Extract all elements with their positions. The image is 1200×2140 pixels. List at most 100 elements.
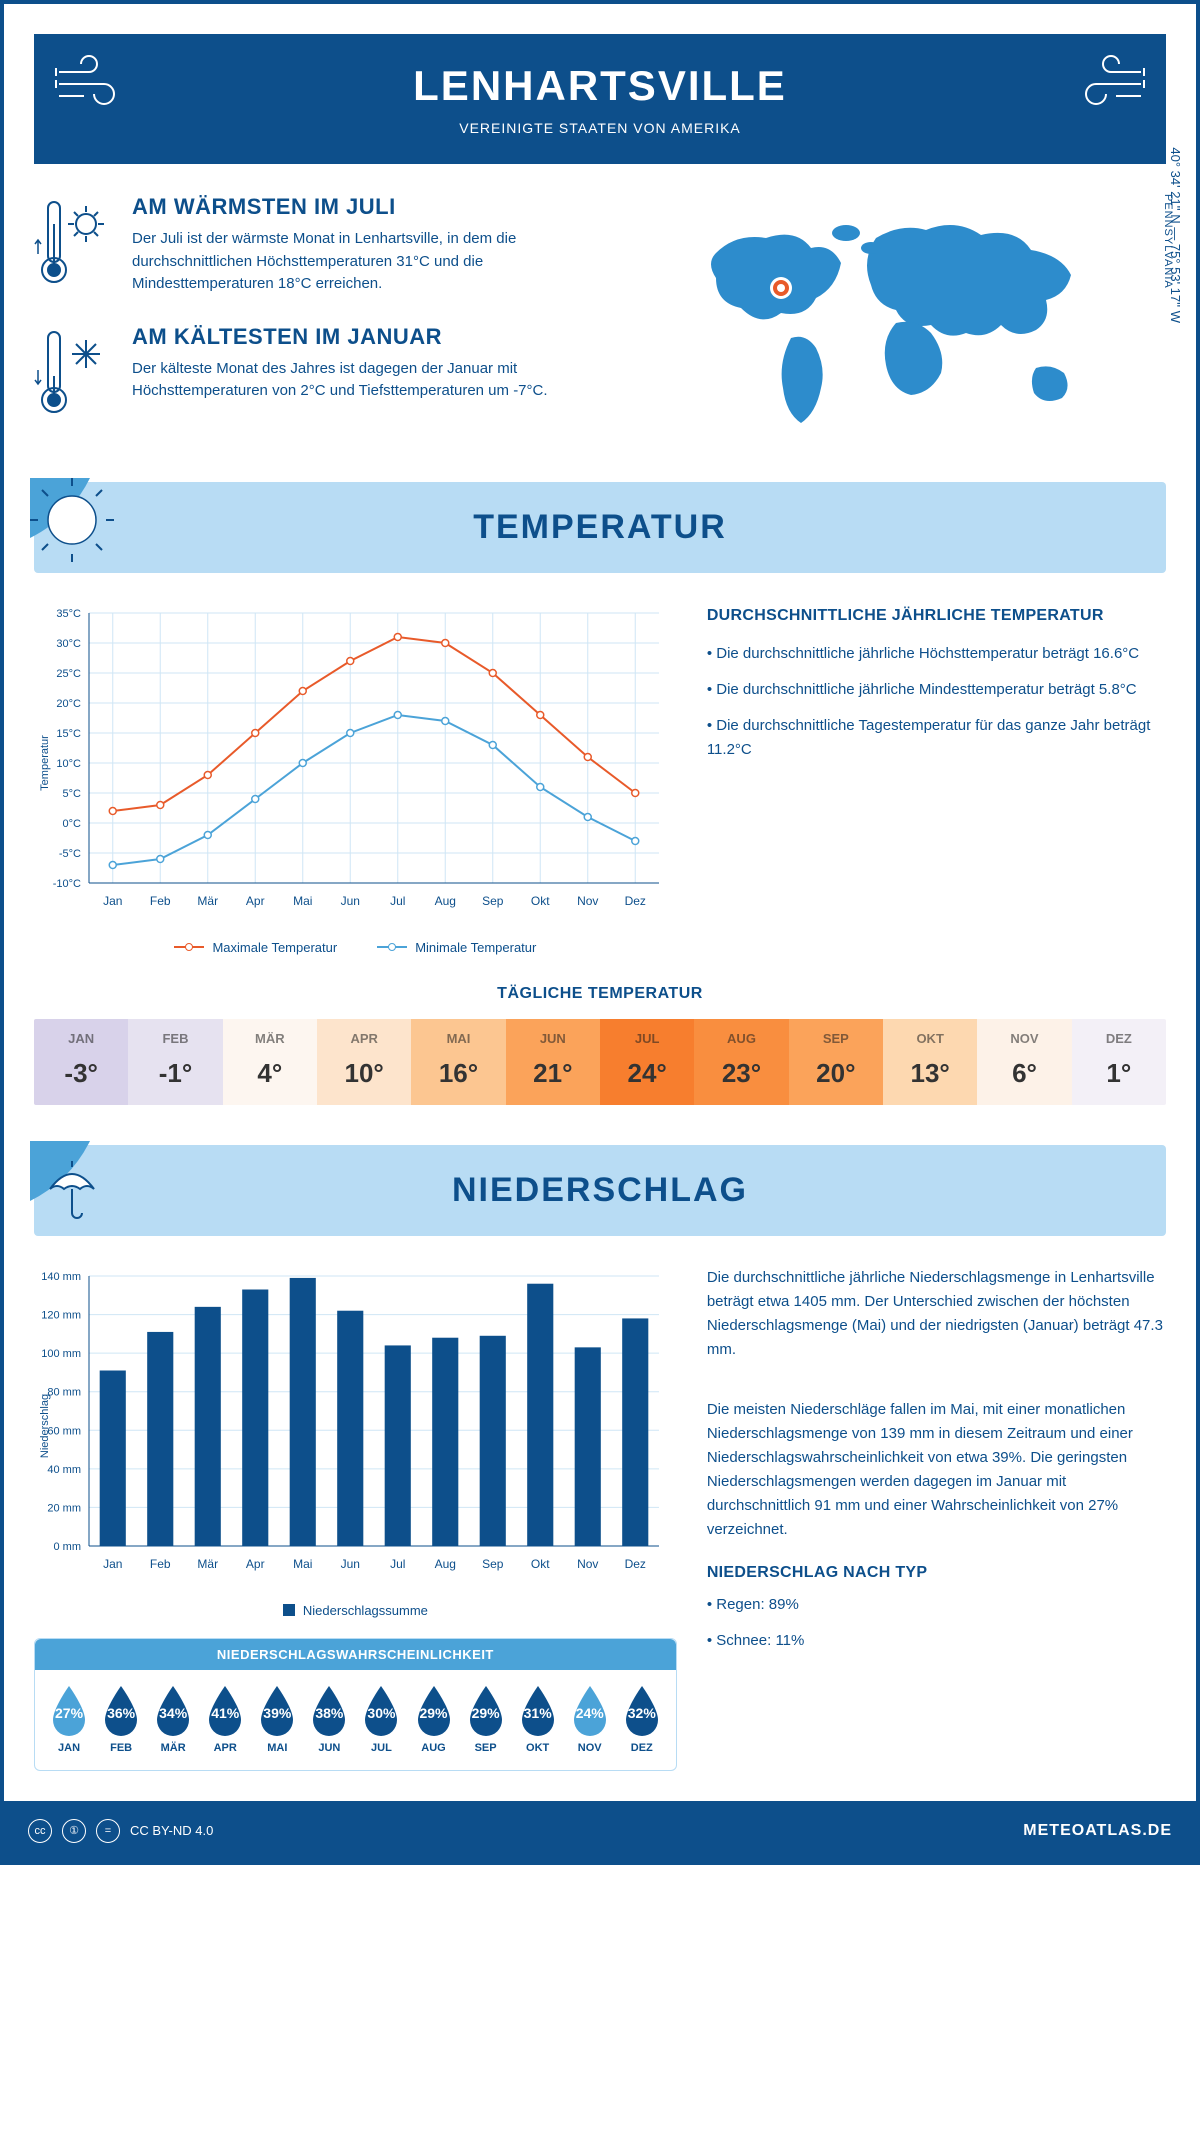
precipitation-chart-row: 0 mm20 mm40 mm60 mm80 mm100 mm120 mm140 … [34,1266,1166,1771]
precip-legend: Niederschlagssumme [34,1603,677,1618]
probability-drop: 38%JUN [305,1684,353,1754]
footer: cc ① = CC BY-ND 4.0 METEOATLAS.DE [4,1801,1196,1861]
svg-text:35°C: 35°C [56,608,81,620]
svg-text:Sep: Sep [482,1557,504,1571]
license-block: cc ① = CC BY-ND 4.0 [28,1819,213,1843]
probability-drop: 27%JAN [45,1684,93,1754]
daily-temp-cell: JUL24° [600,1019,694,1105]
svg-text:20°C: 20°C [56,698,81,710]
intro-row: AM WÄRMSTEN IM JULI Der Juli ist der wär… [34,194,1166,452]
probability-title: NIEDERSCHLAGSWAHRSCHEINLICHKEIT [35,1639,676,1670]
precipitation-section-heading: NIEDERSCHLAG [34,1145,1166,1236]
svg-text:Okt: Okt [531,1557,550,1571]
precipitation-bar-chart: 0 mm20 mm40 mm60 mm80 mm100 mm120 mm140 … [34,1266,674,1586]
probability-box: NIEDERSCHLAGSWAHRSCHEINLICHKEIT 27%JAN36… [34,1638,677,1771]
svg-text:5°C: 5°C [63,788,82,800]
by-icon: ① [62,1819,86,1843]
svg-text:0°C: 0°C [63,818,82,830]
svg-text:80 mm: 80 mm [47,1386,81,1398]
infographic-page: LENHARTSVILLE VEREINIGTE STAATEN VON AME… [0,0,1200,1865]
svg-text:Aug: Aug [435,1557,456,1571]
temperature-section-heading: TEMPERATUR [34,482,1166,573]
svg-text:Apr: Apr [246,894,265,908]
probability-drop: 31%OKT [514,1684,562,1754]
wind-icon-right [1066,52,1146,117]
warmest-text: Der Juli ist der wärmste Monat in Lenhar… [132,228,606,296]
thermometer-cold-icon [34,324,114,424]
warmest-title: AM WÄRMSTEN IM JULI [132,194,606,220]
precipitation-summary: Die durchschnittliche jährliche Niedersc… [707,1266,1166,1771]
sun-icon [30,478,130,578]
svg-text:Apr: Apr [246,1557,265,1571]
page-subtitle: VEREINIGTE STAATEN VON AMERIKA [54,120,1146,136]
svg-text:Dez: Dez [625,894,646,908]
svg-text:60 mm: 60 mm [47,1425,81,1437]
daily-temp-grid: JAN-3°FEB-1°MÄR4°APR10°MAI16°JUN21°JUL24… [34,1019,1166,1105]
temp-bullet-3: • Die durchschnittliche Tagestemperatur … [707,714,1166,762]
svg-text:120 mm: 120 mm [41,1309,81,1321]
legend-min-label: Minimale Temperatur [415,940,536,955]
probability-drop: 24%NOV [566,1684,614,1754]
daily-temp-cell: MÄR4° [223,1019,317,1105]
svg-text:Nov: Nov [577,1557,598,1571]
svg-text:Jan: Jan [103,1557,122,1571]
svg-text:Jul: Jul [390,894,405,908]
daily-temp-cell: JAN-3° [34,1019,128,1105]
thermometer-hot-icon [34,194,114,296]
svg-text:140 mm: 140 mm [41,1271,81,1283]
temperature-chart-row: -10°C-5°C0°C5°C10°C15°C20°C25°C30°C35°CJ… [34,603,1166,955]
temperature-title: TEMPERATUR [34,508,1166,547]
precip-snow: • Schnee: 11% [707,1629,1166,1653]
temp-summary-heading: DURCHSCHNITTLICHE JÄHRLICHE TEMPERATUR [707,603,1166,629]
header-band: LENHARTSVILLE VEREINIGTE STAATEN VON AME… [34,34,1166,164]
svg-text:0 mm: 0 mm [54,1541,82,1553]
daily-temp-cell: MAI16° [411,1019,505,1105]
svg-text:15°C: 15°C [56,728,81,740]
page-title: LENHARTSVILLE [54,62,1146,110]
daily-temp-title: TÄGLICHE TEMPERATUR [34,985,1166,1003]
svg-text:Temperatur: Temperatur [39,734,51,790]
world-map: PENNSYLVANIA 40° 34' 21'' N — 75° 53' 17… [646,194,1166,452]
svg-text:Jun: Jun [341,894,360,908]
svg-text:Aug: Aug [435,894,456,908]
svg-text:10°C: 10°C [56,758,81,770]
svg-text:Feb: Feb [150,894,171,908]
svg-text:-10°C: -10°C [53,878,81,890]
svg-text:Mai: Mai [293,1557,312,1571]
temp-bullet-1: • Die durchschnittliche jährliche Höchst… [707,642,1166,666]
svg-text:Jul: Jul [390,1557,405,1571]
probability-drop: 30%JUL [357,1684,405,1754]
svg-text:100 mm: 100 mm [41,1348,81,1360]
legend-max-label: Maximale Temperatur [212,940,337,955]
probability-drop: 29%AUG [409,1684,457,1754]
coldest-text: Der kälteste Monat des Jahres ist dagege… [132,358,606,403]
nd-icon: = [96,1819,120,1843]
daily-temp-cell: AUG23° [694,1019,788,1105]
daily-temp-cell: OKT13° [883,1019,977,1105]
daily-temp-cell: FEB-1° [128,1019,222,1105]
svg-text:Okt: Okt [531,894,550,908]
precipitation-title: NIEDERSCHLAG [34,1171,1166,1210]
temp-legend: Maximale Temperatur Minimale Temperatur [34,940,677,955]
precip-type-heading: NIEDERSCHLAG NACH TYP [707,1560,1166,1586]
svg-text:20 mm: 20 mm [47,1502,81,1514]
probability-drop: 39%MAI [253,1684,301,1754]
svg-text:Sep: Sep [482,894,504,908]
temp-bullet-2: • Die durchschnittliche jährliche Mindes… [707,678,1166,702]
warmest-fact: AM WÄRMSTEN IM JULI Der Juli ist der wär… [34,194,606,296]
coordinates: 40° 34' 21'' N — 75° 53' 17'' W [1169,147,1184,323]
probability-drop: 34%MÄR [149,1684,197,1754]
precip-rain: • Regen: 89% [707,1593,1166,1617]
temperature-line-chart: -10°C-5°C0°C5°C10°C15°C20°C25°C30°C35°CJ… [34,603,674,923]
daily-temp-cell: SEP20° [789,1019,883,1105]
precip-para-1: Die durchschnittliche jährliche Niedersc… [707,1266,1166,1362]
cc-icon: cc [28,1819,52,1843]
svg-text:-5°C: -5°C [59,848,81,860]
svg-text:Jun: Jun [341,1557,360,1571]
svg-text:30°C: 30°C [56,638,81,650]
svg-text:Niederschlag: Niederschlag [39,1393,51,1457]
svg-text:Nov: Nov [577,894,598,908]
temperature-summary: DURCHSCHNITTLICHE JÄHRLICHE TEMPERATUR •… [707,603,1166,955]
svg-text:Jan: Jan [103,894,122,908]
probability-drop: 29%SEP [462,1684,510,1754]
